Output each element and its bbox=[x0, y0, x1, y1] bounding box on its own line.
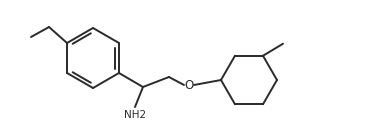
Text: NH2: NH2 bbox=[124, 110, 146, 120]
Text: O: O bbox=[184, 78, 194, 92]
